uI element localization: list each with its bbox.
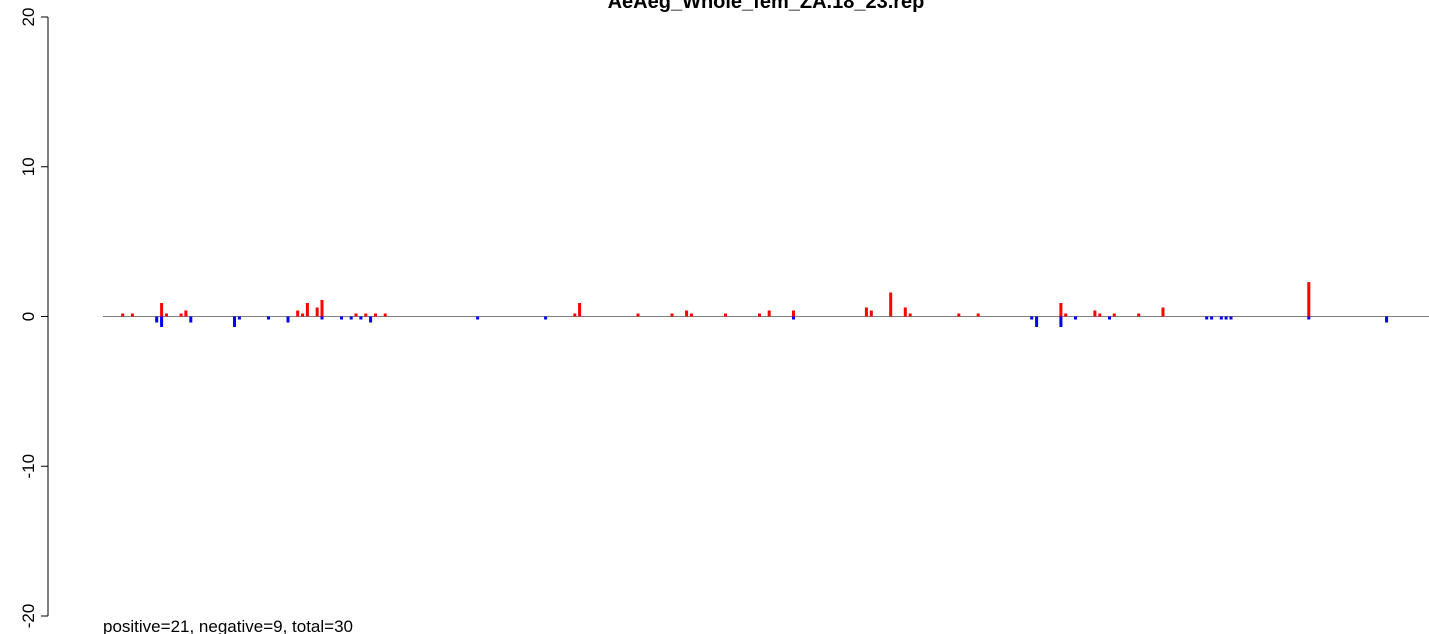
- positive-bar: [908, 313, 912, 317]
- positive-bar: [121, 313, 125, 317]
- positive-bar: [354, 313, 358, 317]
- negative-bar: [1307, 316, 1311, 320]
- y-tick-label: 0: [19, 312, 38, 321]
- positive-bar: [1059, 303, 1063, 317]
- y-tick-label: -20: [19, 604, 38, 629]
- positive-bar: [578, 303, 582, 317]
- negative-bar: [359, 316, 363, 320]
- positive-bar: [315, 307, 319, 317]
- positive-bar: [724, 313, 727, 317]
- positive-bar: [160, 303, 164, 317]
- positive-bar: [1307, 282, 1311, 317]
- chart-title: AeAeg_Whole_fem_ZA.18_23.rep: [608, 0, 925, 13]
- negative-bar: [320, 316, 324, 320]
- positive-bar: [636, 313, 640, 317]
- positive-bar: [364, 313, 368, 317]
- negative-bar: [349, 316, 353, 320]
- positive-bar: [1112, 313, 1116, 317]
- positive-bar: [869, 310, 873, 317]
- negative-bar: [792, 316, 795, 320]
- positive-bar: [305, 303, 309, 317]
- negative-bar: [237, 316, 241, 320]
- y-axis: -20 -10 0 10 20: [19, 8, 49, 629]
- negative-bar: [1210, 316, 1214, 320]
- negative-bar: [369, 316, 373, 323]
- negative-bar: [476, 316, 480, 320]
- positive-bar: [792, 310, 795, 317]
- negative-bar: [233, 316, 236, 327]
- negative-bar: [1108, 316, 1111, 320]
- positive-bar: [689, 313, 693, 317]
- negative-bar: [1219, 316, 1223, 320]
- positive-bar: [296, 310, 300, 317]
- positive-bar: [864, 307, 868, 317]
- bars-group: [121, 282, 1389, 327]
- negative-bar: [1385, 316, 1389, 323]
- negative-bar: [155, 316, 159, 323]
- y-tick-label: 10: [19, 157, 38, 176]
- negative-bar: [1074, 316, 1077, 320]
- positive-bar: [374, 313, 377, 317]
- positive-bar: [1161, 307, 1165, 317]
- positive-bar: [957, 313, 961, 317]
- positive-bar: [573, 313, 577, 317]
- negative-bar: [189, 316, 193, 323]
- negative-bar: [267, 316, 270, 320]
- negative-bar: [544, 316, 548, 320]
- summary-text: positive=21, negative=9, total=30: [103, 617, 353, 634]
- positive-bar: [889, 292, 893, 317]
- negative-bar: [1229, 316, 1233, 320]
- positive-bar: [1098, 313, 1102, 317]
- positive-bar: [320, 300, 324, 317]
- negative-bar: [340, 316, 343, 320]
- positive-bar: [670, 313, 674, 317]
- negative-bar: [1224, 316, 1228, 320]
- positive-bar: [301, 313, 305, 317]
- positive-bar: [1093, 310, 1097, 317]
- negative-bar: [1059, 316, 1063, 327]
- positive-bar: [383, 313, 387, 317]
- positive-bar: [976, 313, 980, 317]
- positive-bar: [1137, 313, 1141, 317]
- negative-bar: [1030, 316, 1034, 320]
- y-tick-label: -10: [19, 454, 38, 479]
- negative-bar: [286, 316, 290, 323]
- negative-bar: [1035, 316, 1039, 327]
- negative-bar: [1205, 316, 1209, 320]
- positive-bar: [179, 313, 183, 317]
- positive-bar: [903, 307, 907, 317]
- positive-bar: [165, 313, 168, 317]
- positive-bar: [1064, 313, 1068, 317]
- positive-bar: [685, 310, 689, 317]
- positive-bar: [130, 313, 134, 317]
- positive-bar: [767, 310, 771, 317]
- positive-bar: [184, 310, 188, 317]
- negative-bar: [160, 316, 164, 327]
- positive-bar: [758, 313, 761, 317]
- y-tick-label: 20: [19, 8, 38, 27]
